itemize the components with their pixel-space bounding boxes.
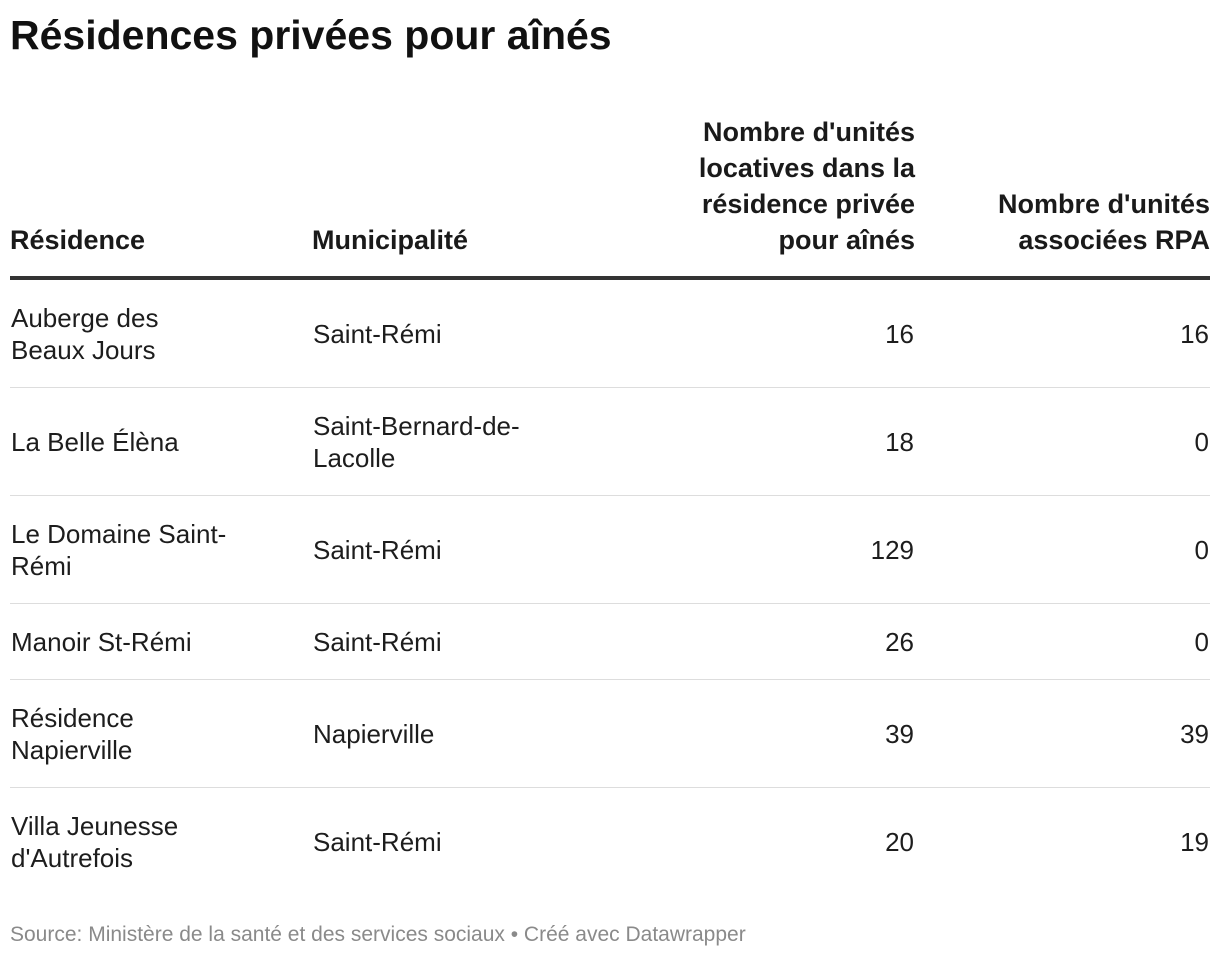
- cell-municipalite: Saint-Rémi: [312, 788, 610, 896]
- column-header-unites-rpa-line-1: Nombre d'unités: [998, 189, 1210, 219]
- column-header-residence-line-1: Résidence: [10, 225, 146, 255]
- column-header-unites-locatives-line-1: Nombre d'unités: [703, 117, 915, 147]
- column-header-municipalite: Municipalité: [312, 112, 610, 280]
- table-row: Manoir St-Rémi Saint-Rémi 26 0: [10, 603, 1210, 680]
- cell-unites-locatives: 16: [610, 278, 915, 388]
- column-header-unites-rpa: Nombre d'unités associées RPA: [915, 112, 1210, 280]
- cell-residence: Villa Jeunesse d'Autrefois: [10, 788, 312, 896]
- cell-municipalite: Napierville: [312, 679, 610, 788]
- cell-unites-locatives: 129: [610, 495, 915, 604]
- cell-residence: Résidence Napierville: [10, 679, 312, 788]
- cell-municipalite: Saint-Bernard-de- Lacolle: [312, 387, 610, 496]
- cell-residence-line-2: Rémi: [11, 550, 72, 581]
- cell-unites-rpa: 0: [915, 387, 1210, 496]
- cell-unites-rpa: 16: [915, 278, 1210, 388]
- cell-unites-rpa: 19: [1180, 826, 1209, 857]
- table-row: Le Domaine Saint- Rémi Saint-Rémi 129 0: [10, 495, 1210, 604]
- cell-municipalite-line-1: Napierville: [313, 718, 435, 749]
- cell-residence-line-2: d'Autrefois: [11, 842, 134, 873]
- cell-residence: Auberge des Beaux Jours: [10, 278, 312, 388]
- cell-residence-line-1: Manoir St-Rémi: [11, 626, 192, 657]
- cell-residence: Le Domaine Saint- Rémi: [10, 495, 312, 604]
- cell-residence-line-1: Résidence: [11, 702, 134, 733]
- cell-residence-line-1: Villa Jeunesse: [11, 810, 179, 841]
- cell-residence: La Belle Élèna: [10, 387, 312, 496]
- table-row: Auberge des Beaux Jours Saint-Rémi 16 16: [10, 278, 1210, 388]
- cell-residence-line-1: Auberge des: [11, 302, 159, 333]
- cell-municipalite-line-1: Saint-Rémi: [313, 534, 442, 565]
- cell-municipalite-line-1: Saint-Rémi: [313, 318, 442, 349]
- cell-unites-locatives: 18: [610, 387, 915, 496]
- cell-unites-locatives: 26: [610, 603, 915, 680]
- cell-unites-rpa: 39: [915, 679, 1210, 788]
- cell-residence-line-2: Beaux Jours: [11, 334, 156, 365]
- cell-municipalite-line-1: Saint-Rémi: [313, 826, 442, 857]
- cell-residence-line-1: La Belle Élèna: [11, 426, 179, 457]
- cell-municipalite: Saint-Rémi: [312, 278, 610, 388]
- column-header-unites-locatives: Nombre d'unités locatives dans la réside…: [610, 112, 915, 280]
- header-row: Résidence Municipalité Nombre d'unités l…: [10, 112, 1210, 280]
- cell-residence-line-2: Napierville: [11, 734, 133, 765]
- column-header-unites-locatives-line-3: résidence privée: [701, 189, 915, 219]
- cell-unites-locatives: 39: [610, 679, 915, 788]
- table-row: La Belle Élèna Saint-Bernard-de- Lacolle…: [10, 387, 1210, 496]
- data-table: Résidence Municipalité Nombre d'unités l…: [10, 112, 1210, 895]
- table-title: Résidences privées pour aînés: [10, 12, 612, 58]
- cell-municipalite-line-2: Lacolle: [313, 442, 396, 473]
- cell-municipalite-line-1: Saint-Bernard-de-: [313, 410, 520, 441]
- column-header-residence: Résidence: [10, 112, 312, 280]
- column-header-unites-locatives-line-4: pour aînés: [778, 225, 915, 255]
- cell-unites-rpa: 0: [915, 495, 1210, 604]
- column-header-municipalite-line-1: Municipalité: [312, 225, 469, 255]
- cell-municipalite-line-1: Saint-Rémi: [313, 626, 442, 657]
- source-footer: Source: Ministère de la santé et des ser…: [10, 923, 746, 946]
- cell-unites-rpa: 0: [915, 603, 1210, 680]
- cell-residence: Manoir St-Rémi: [10, 603, 312, 680]
- column-header-unites-rpa-line-2: associées RPA: [1018, 225, 1210, 255]
- column-header-unites-locatives-line-2: locatives dans la: [698, 153, 915, 183]
- cell-residence-line-1: Le Domaine Saint-: [11, 518, 227, 549]
- cell-unites-locatives: 20: [885, 826, 914, 857]
- table-row: Villa Jeunesse d'Autrefois Saint-Rémi 20…: [10, 788, 1210, 896]
- cell-municipalite: Saint-Rémi: [312, 603, 610, 680]
- table-row: Résidence Napierville Napierville 39 39: [10, 679, 1210, 788]
- cell-municipalite: Saint-Rémi: [312, 495, 610, 604]
